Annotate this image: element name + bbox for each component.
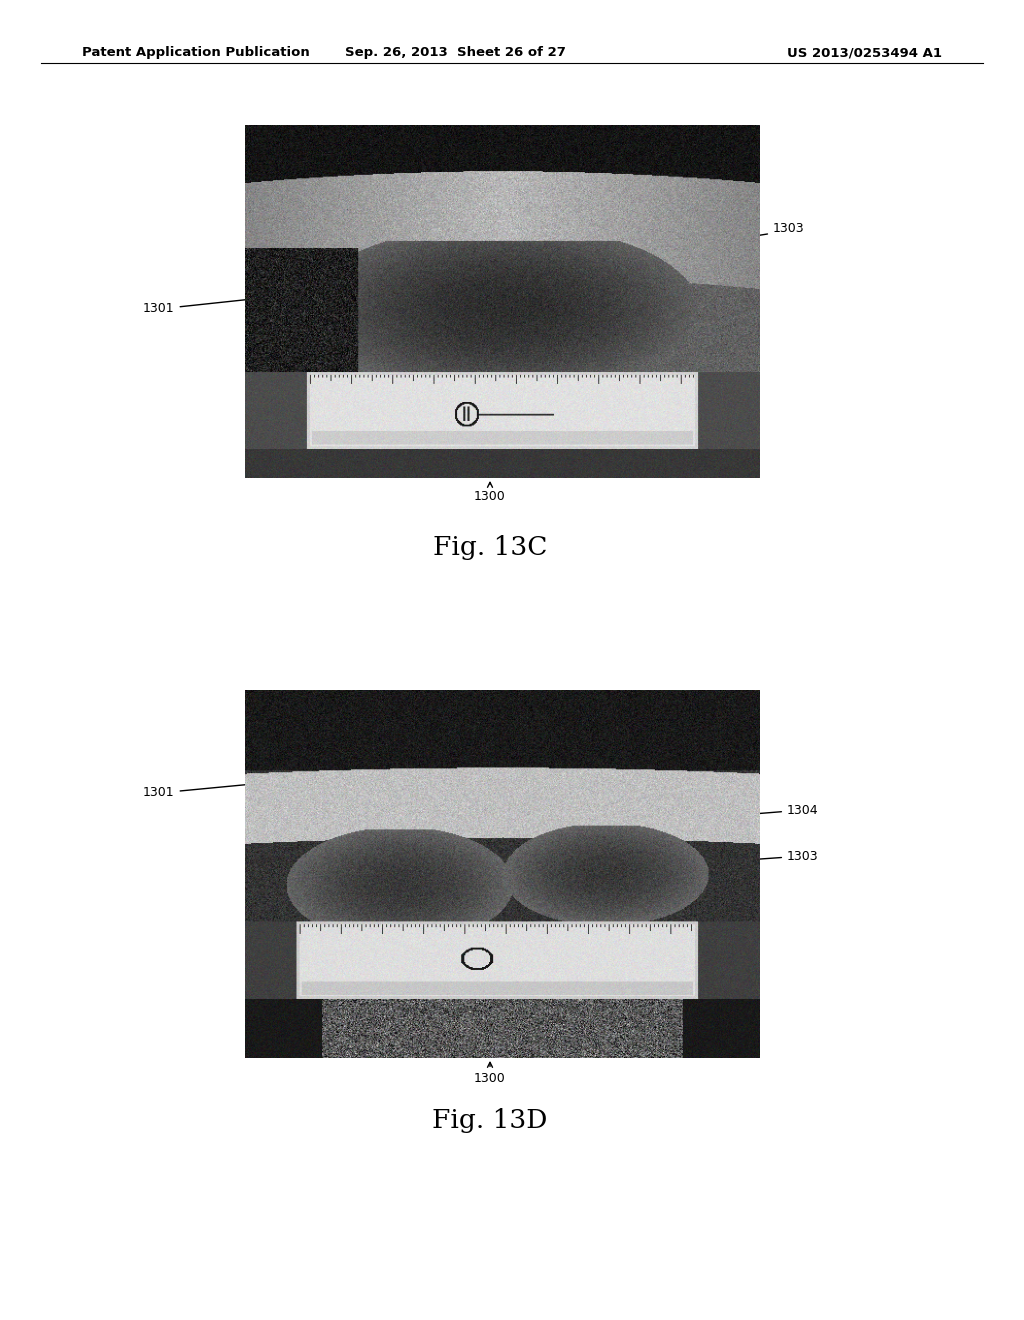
Text: US 2013/0253494 A1: US 2013/0253494 A1 [787, 46, 942, 59]
Text: 1302: 1302 [407, 706, 454, 723]
Text: 1303: 1303 [722, 850, 818, 863]
Text: Fig. 13D: Fig. 13D [432, 1107, 548, 1133]
Text: Patent Application Publication: Patent Application Publication [82, 46, 309, 59]
Text: 1302: 1302 [495, 253, 549, 277]
Text: Sep. 26, 2013  Sheet 26 of 27: Sep. 26, 2013 Sheet 26 of 27 [345, 46, 566, 59]
Text: 1303: 1303 [652, 216, 805, 238]
Text: 1300: 1300 [474, 482, 506, 503]
Text: 1301: 1301 [143, 293, 286, 315]
Text: 1301: 1301 [143, 779, 291, 800]
Text: 1300: 1300 [474, 1063, 506, 1085]
Text: 1304: 1304 [507, 339, 554, 355]
Text: Fig. 13C: Fig. 13C [433, 535, 547, 560]
Text: 1304: 1304 [682, 804, 818, 822]
